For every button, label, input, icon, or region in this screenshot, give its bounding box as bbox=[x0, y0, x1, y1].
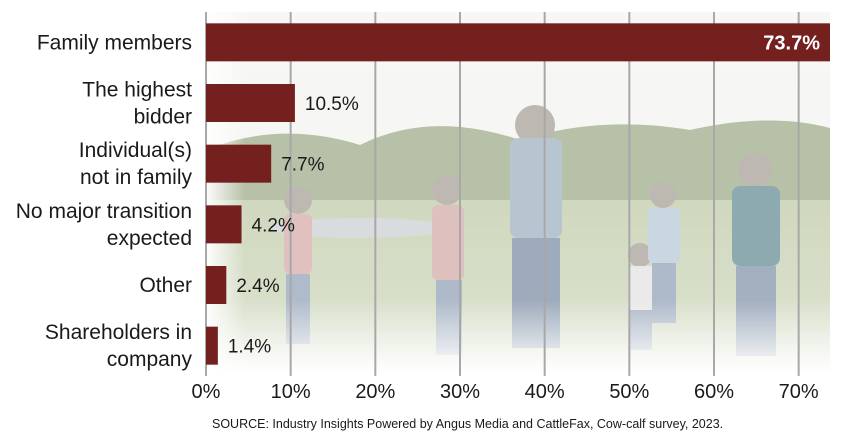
tick-label-70: 70% bbox=[779, 381, 819, 403]
category-label-line: Other bbox=[139, 274, 192, 297]
tick-label-60: 60% bbox=[694, 381, 734, 403]
category-label-line: No major transition bbox=[16, 200, 192, 223]
bar-3 bbox=[206, 205, 242, 244]
bar-1 bbox=[206, 84, 295, 122]
category-label-5: Shareholders in company bbox=[45, 321, 193, 371]
value-label-5: 1.4% bbox=[228, 337, 271, 358]
category-label-line: Individual(s) bbox=[79, 139, 192, 162]
category-label-2: Individual(s) not in family bbox=[79, 139, 193, 189]
value-label-0: 73.7% bbox=[763, 32, 820, 54]
value-labels: 73.7% 10.5% 7.7% 4.2% 2.4% 1.4% bbox=[228, 32, 820, 357]
category-label-line: bidder bbox=[134, 106, 192, 129]
tick-label-40: 40% bbox=[525, 381, 565, 403]
background-photo bbox=[205, 12, 830, 372]
bars bbox=[206, 23, 830, 365]
source-note: SOURCE: Industry Insights Powered by Ang… bbox=[212, 417, 723, 431]
bar-5 bbox=[206, 326, 218, 365]
value-label-1: 10.5% bbox=[305, 94, 359, 115]
tick-label-30: 30% bbox=[440, 381, 480, 403]
value-label-2: 7.7% bbox=[281, 155, 324, 176]
x-axis-tick-labels: 0% 10% 20% 30% 40% 50% 60% 70% bbox=[192, 381, 819, 403]
category-label-line: not in family bbox=[80, 166, 193, 189]
tick-label-20: 20% bbox=[355, 381, 395, 403]
category-label-line: expected bbox=[107, 227, 192, 250]
value-label-3: 4.2% bbox=[252, 215, 295, 236]
gridlines bbox=[205, 12, 800, 376]
category-label-0: Family members bbox=[37, 31, 192, 54]
category-label-line: Shareholders in bbox=[45, 321, 192, 344]
value-label-4: 2.4% bbox=[236, 276, 279, 297]
category-label-line: The highest bbox=[82, 79, 192, 102]
tick-label-10: 10% bbox=[271, 381, 311, 403]
category-label-line: Family members bbox=[37, 31, 192, 54]
category-labels: Family members The highest bidder Individua… bbox=[16, 31, 193, 371]
category-label-1: The highest bidder bbox=[82, 79, 192, 129]
bar-2 bbox=[206, 144, 272, 183]
tick-label-0: 0% bbox=[192, 381, 221, 403]
category-label-3: No major transition expected bbox=[16, 200, 192, 250]
bar-4 bbox=[206, 266, 227, 304]
bar-0 bbox=[206, 23, 830, 62]
tick-label-50: 50% bbox=[609, 381, 649, 403]
category-label-4: Other bbox=[139, 274, 192, 297]
category-label-line: company bbox=[107, 348, 193, 371]
